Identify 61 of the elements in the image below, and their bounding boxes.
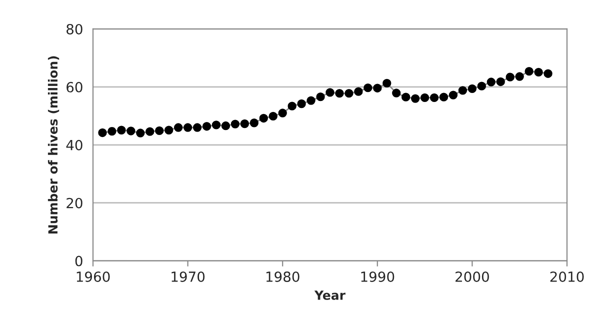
- point: [146, 127, 154, 136]
- point: [297, 99, 306, 108]
- y-tick-label: 40: [66, 140, 82, 150]
- point: [221, 121, 230, 130]
- point: [108, 126, 116, 136]
- point: [155, 126, 164, 136]
- point: [458, 86, 468, 95]
- point: [136, 128, 145, 138]
- point: [183, 123, 192, 132]
- point: [306, 96, 316, 105]
- y-axis-title: Number of hives (million): [48, 56, 60, 234]
- point: [430, 93, 439, 102]
- point: [98, 128, 107, 138]
- point: [164, 126, 174, 134]
- x-tick-label: 1960: [76, 271, 110, 282]
- point: [202, 122, 212, 131]
- point: [448, 90, 458, 100]
- y-tick-label: 0: [75, 256, 82, 266]
- point: [506, 72, 514, 82]
- point: [240, 119, 250, 128]
- point: [402, 92, 410, 102]
- point: [212, 120, 221, 130]
- point: [524, 66, 534, 76]
- point: [439, 92, 448, 102]
- point: [354, 87, 363, 96]
- point: [316, 92, 325, 102]
- point: [364, 83, 372, 92]
- point: [486, 78, 496, 86]
- point: [326, 88, 334, 97]
- point: [117, 126, 126, 134]
- point: [544, 69, 552, 78]
- point: [192, 123, 202, 132]
- point: [259, 114, 268, 123]
- x-tick-label: 2010: [550, 271, 584, 282]
- point: [335, 88, 344, 98]
- y-tick-label: 80: [66, 24, 82, 34]
- y-tick-label: 60: [66, 82, 82, 92]
- point: [392, 88, 401, 98]
- point: [468, 84, 477, 94]
- point: [534, 68, 543, 76]
- point: [230, 120, 240, 128]
- y-tick-label: 20: [66, 198, 82, 208]
- point: [477, 82, 486, 90]
- point: [288, 102, 296, 110]
- x-tick-label: 1990: [361, 271, 394, 282]
- point: [410, 94, 420, 103]
- point: [373, 84, 382, 92]
- point: [268, 112, 278, 121]
- x-tick-label: 1970: [172, 271, 205, 282]
- point: [496, 77, 505, 86]
- point: [126, 126, 136, 136]
- point: [420, 93, 430, 102]
- point: [174, 123, 183, 132]
- point: [382, 78, 392, 88]
- point: [250, 118, 258, 128]
- point: [344, 88, 354, 98]
- x-tick-label: 2000: [456, 271, 489, 282]
- point: [515, 72, 524, 81]
- x-tick-label: 1980: [266, 271, 300, 282]
- x-axis-title: Year: [314, 290, 346, 300]
- point: [278, 108, 287, 118]
